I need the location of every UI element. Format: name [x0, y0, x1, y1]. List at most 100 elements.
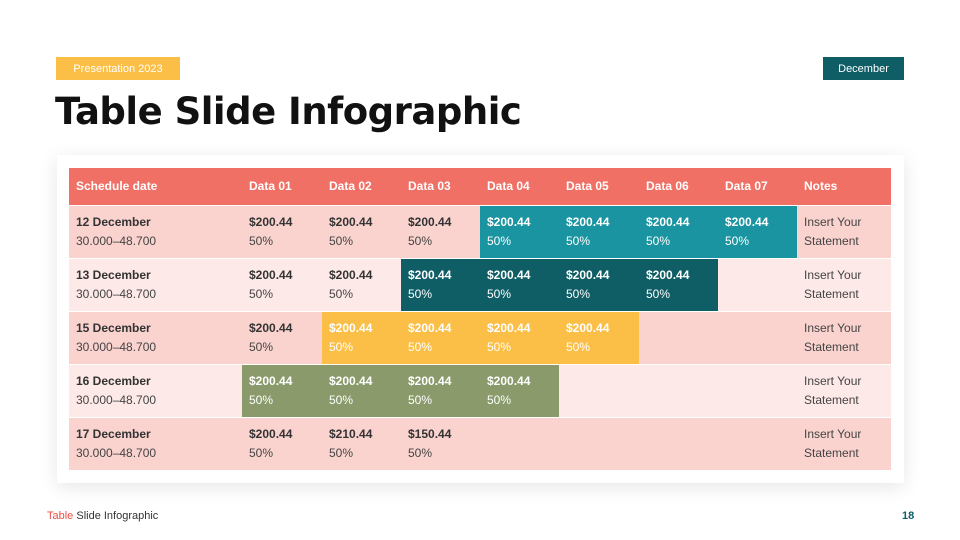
table-header-row: Schedule date Data 01 Data 02 Data 03 Da… [69, 168, 891, 205]
schedule-date: 15 December [76, 320, 151, 335]
cell-percent: 50% [408, 445, 433, 460]
note-line: Statement [804, 392, 859, 407]
note-line: Statement [804, 233, 859, 248]
notes-cell: Insert Your Statement [797, 258, 891, 311]
data-cell [639, 311, 718, 364]
data-cell: $200.44 50% [401, 311, 480, 364]
cell-value: $200.44 [487, 267, 531, 282]
cell-value: $200.44 [487, 320, 531, 335]
data-cell: $200.44 50% [401, 205, 480, 258]
note-line: Insert Your [804, 373, 862, 388]
cell-value: $200.44 [329, 320, 373, 335]
notes-cell: Insert Your Statement [797, 417, 891, 470]
data-cell: $200.44 50% [401, 364, 480, 417]
data-cell: $200.44 50% [480, 205, 559, 258]
cell-percent: 50% [249, 339, 274, 354]
data-cell: $200.44 50% [559, 205, 639, 258]
cell-value: $200.44 [646, 214, 690, 229]
cell-value: $200.44 [566, 214, 610, 229]
cell-percent: 50% [329, 392, 354, 407]
presentation-badge: Presentation 2023 [56, 57, 180, 80]
cell-value: $200.44 [329, 373, 373, 388]
cell-percent: 50% [329, 445, 354, 460]
cell-percent: 50% [249, 445, 274, 460]
cell-value: $200.44 [408, 214, 452, 229]
cell-percent: 50% [725, 233, 750, 248]
data-cell: $200.44 50% [401, 258, 480, 311]
data-cell: $200.44 50% [242, 417, 322, 470]
cell-value: $200.44 [725, 214, 769, 229]
column-header: Data 05 [566, 179, 609, 194]
column-header: Data 04 [487, 179, 530, 194]
cell-value: $200.44 [408, 267, 452, 282]
table-row: 15 December 30.000–48.700 $200.44 50% $200.4… [69, 311, 891, 364]
cell-percent: 50% [329, 339, 354, 354]
column-header: Data 06 [646, 179, 689, 194]
data-cell: $200.44 50% [559, 258, 639, 311]
data-cell [718, 258, 797, 311]
cell-value: $200.44 [249, 214, 293, 229]
cell-percent: 50% [566, 339, 591, 354]
cell-value: $200.44 [249, 426, 293, 441]
cell-value: $200.44 [566, 320, 610, 335]
cell-percent: 50% [487, 233, 512, 248]
cell-percent: 50% [408, 339, 433, 354]
cell-value: $200.44 [249, 320, 293, 335]
column-header: Notes [804, 179, 838, 194]
data-cell [480, 417, 559, 470]
schedule-date-cell: 17 December 30.000–48.700 [69, 417, 242, 470]
notes-cell: Insert Your Statement [797, 364, 891, 417]
data-cell [639, 364, 718, 417]
slide-title: Table Slide Infographic [55, 90, 522, 133]
column-header: Data 01 [249, 179, 292, 194]
cell-value: $200.44 [329, 267, 373, 282]
cell-value: $200.44 [487, 373, 531, 388]
cell-value: $200.44 [408, 320, 452, 335]
page-number: 18 [902, 510, 915, 522]
table-row: 13 December 30.000–48.700 $200.44 50% $200.4… [69, 258, 891, 311]
data-cell [718, 417, 797, 470]
schedule-range: 30.000–48.700 [76, 233, 157, 248]
schedule-range: 30.000–48.700 [76, 445, 157, 460]
schedule-range: 30.000–48.700 [76, 392, 157, 407]
notes-cell: Insert Your Statement [797, 311, 891, 364]
cell-value: $200.44 [487, 214, 531, 229]
cell-percent: 50% [487, 339, 512, 354]
cell-percent: 50% [408, 392, 433, 407]
data-cell: $200.44 50% [639, 205, 718, 258]
cell-percent: 50% [646, 233, 671, 248]
data-cell: $200.44 50% [322, 258, 401, 311]
cell-percent: 50% [566, 286, 591, 301]
cell-value: $200.44 [329, 214, 373, 229]
data-cell: $200.44 50% [242, 311, 322, 364]
data-cell: $200.44 50% [322, 205, 401, 258]
column-header: Schedule date [76, 179, 158, 194]
data-cell: $200.44 50% [242, 364, 322, 417]
table-row: 12 December 30.000–48.700 $200.44 50% $200.4… [69, 205, 891, 258]
data-cell: $210.44 50% [322, 417, 401, 470]
schedule-table: Schedule date Data 01 Data 02 Data 03 Da… [69, 168, 891, 470]
footer-label: Table Slide Infographic [47, 510, 158, 522]
data-cell [718, 364, 797, 417]
data-cell: $200.44 50% [639, 258, 718, 311]
schedule-date-cell: 12 December 30.000–48.700 [69, 205, 242, 258]
footer-text: Slide Infographic [73, 510, 159, 522]
data-cell: $200.44 50% [559, 311, 639, 364]
cell-value: $200.44 [646, 267, 690, 282]
cell-percent: 50% [487, 392, 512, 407]
data-cell: $200.44 50% [322, 364, 401, 417]
cell-percent: 50% [487, 286, 512, 301]
column-header: Data 03 [408, 179, 451, 194]
cell-value: $200.44 [249, 373, 293, 388]
schedule-date-cell: 15 December 30.000–48.700 [69, 311, 242, 364]
cell-value: $200.44 [249, 267, 293, 282]
cell-value: $200.44 [566, 267, 610, 282]
notes-cell: Insert Your Statement [797, 205, 891, 258]
data-cell: $200.44 50% [242, 205, 322, 258]
table-row: 16 December 30.000–48.700 $200.44 50% $200.4… [69, 364, 891, 417]
data-cell: $200.44 50% [480, 364, 559, 417]
cell-percent: 50% [329, 286, 354, 301]
footer-accent: Table [47, 510, 74, 522]
data-cell: $200.44 50% [322, 311, 401, 364]
note-line: Statement [804, 339, 859, 354]
